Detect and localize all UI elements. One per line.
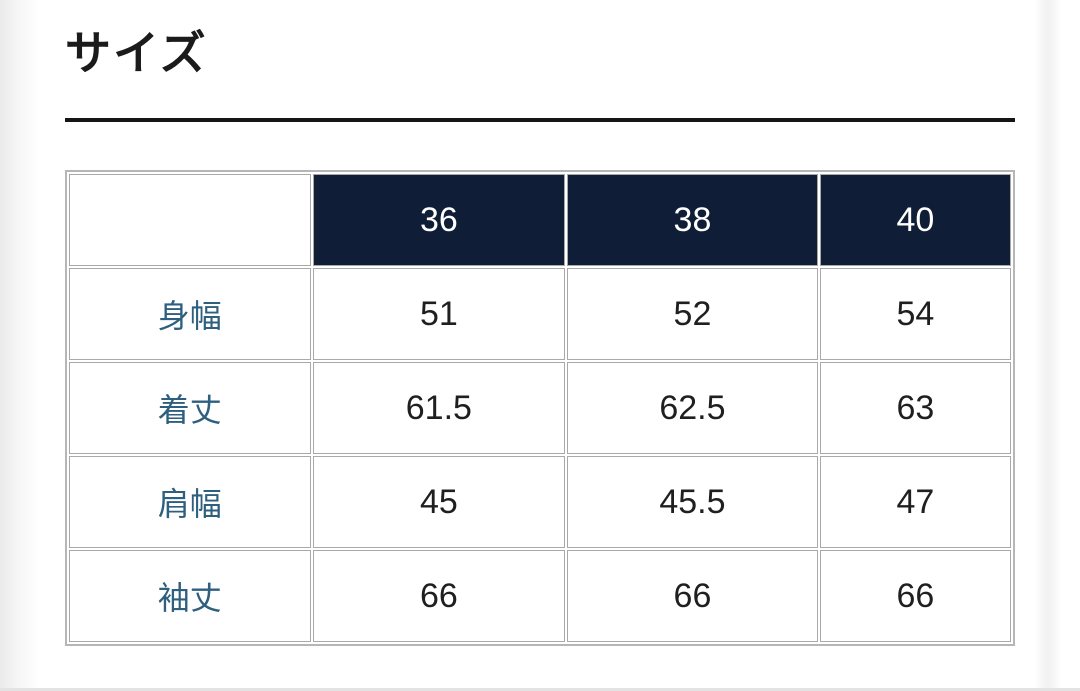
row-label-length: 着丈 bbox=[69, 362, 311, 455]
table-cell: 66 bbox=[312, 550, 566, 643]
size-table-header-row: 36 38 40 bbox=[69, 174, 1011, 267]
size-column-header-36: 36 bbox=[312, 174, 566, 267]
table-cell: 47 bbox=[819, 456, 1011, 549]
section-title: サイズ bbox=[65, 27, 208, 79]
table-cell: 45.5 bbox=[567, 456, 818, 549]
table-cell: 51 bbox=[312, 268, 566, 361]
table-row-length: 着丈 61.5 62.5 63 bbox=[69, 362, 1011, 455]
table-cell: 52 bbox=[567, 268, 818, 361]
row-label-sleeve-length: 袖丈 bbox=[69, 550, 311, 643]
page-edge-shade-right bbox=[1034, 0, 1062, 691]
page-edge-shade-left bbox=[0, 0, 40, 691]
table-corner-cell bbox=[69, 174, 311, 267]
size-section: サイズ 36 38 40 身幅 51 52 54 bbox=[65, 0, 1015, 647]
size-table: 36 38 40 身幅 51 52 54 着丈 61.5 62.5 63 bbox=[65, 170, 1015, 647]
size-column-header-40: 40 bbox=[819, 174, 1011, 267]
table-cell: 66 bbox=[567, 550, 818, 643]
table-row-shoulder-width: 肩幅 45 45.5 47 bbox=[69, 456, 1011, 549]
table-cell: 62.5 bbox=[567, 362, 818, 455]
table-cell: 66 bbox=[819, 550, 1011, 643]
table-cell: 61.5 bbox=[312, 362, 566, 455]
row-label-body-width: 身幅 bbox=[69, 268, 311, 361]
table-cell: 45 bbox=[312, 456, 566, 549]
size-column-header-38: 38 bbox=[567, 174, 818, 267]
table-cell: 54 bbox=[819, 268, 1011, 361]
row-label-shoulder-width: 肩幅 bbox=[69, 456, 311, 549]
bottom-divider bbox=[0, 688, 1080, 691]
table-row-sleeve-length: 袖丈 66 66 66 bbox=[69, 550, 1011, 643]
table-cell: 63 bbox=[819, 362, 1011, 455]
title-underline bbox=[65, 118, 1015, 123]
table-row-body-width: 身幅 51 52 54 bbox=[69, 268, 1011, 361]
